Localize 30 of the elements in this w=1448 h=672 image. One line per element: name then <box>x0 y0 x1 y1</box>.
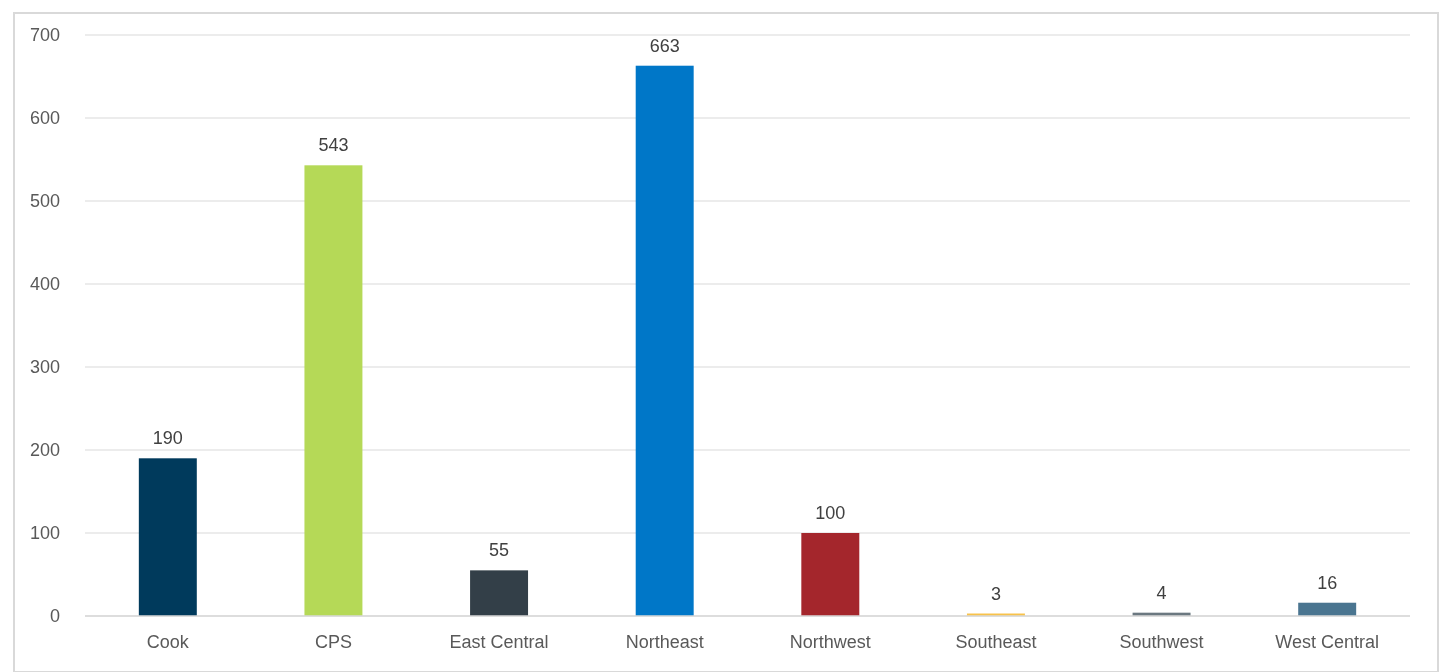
bar <box>470 570 529 616</box>
x-tick-label: Southwest <box>1119 632 1204 652</box>
bar <box>801 533 860 616</box>
bar <box>304 165 363 616</box>
data-label: 100 <box>815 503 846 523</box>
data-label: 16 <box>1317 572 1338 593</box>
x-tick-label: CPS <box>314 632 352 652</box>
data-label: 543 <box>318 135 349 156</box>
x-tick-label: East Central <box>449 632 549 652</box>
x-tick-label: Cook <box>146 632 190 652</box>
y-tick-label: 0 <box>49 606 60 627</box>
x-tick-label: Northwest <box>789 632 871 652</box>
x-tick-label: West Central <box>1275 632 1380 652</box>
y-tick-label: 400 <box>29 274 60 295</box>
y-tick-label: 500 <box>29 191 60 212</box>
data-label: 190 <box>152 428 183 449</box>
x-tick-label: Northeast <box>625 632 704 652</box>
data-label: 663 <box>649 35 680 56</box>
x-tick-label: Southeast <box>955 632 1037 652</box>
bar <box>635 65 694 616</box>
data-label: 55 <box>489 540 510 561</box>
bar <box>1298 602 1357 616</box>
y-tick-label: 100 <box>29 523 60 544</box>
y-tick-label: 600 <box>29 108 60 129</box>
y-tick-label: 700 <box>29 25 60 46</box>
data-label: 3 <box>990 583 1001 604</box>
bar <box>138 458 197 616</box>
data-label: 4 <box>1156 582 1167 603</box>
y-tick-label: 300 <box>29 357 60 378</box>
y-tick-label: 200 <box>29 440 60 461</box>
